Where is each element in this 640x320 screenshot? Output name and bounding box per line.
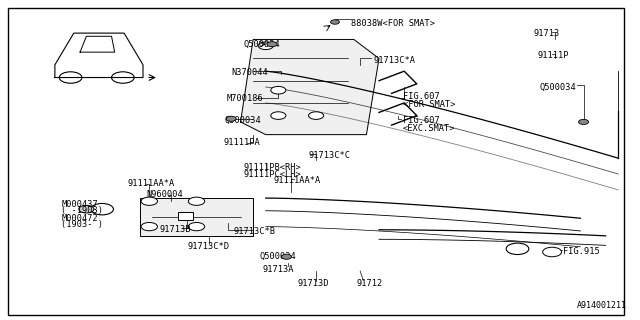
Text: A914001211: A914001211	[577, 301, 627, 310]
Text: 91713A: 91713A	[262, 265, 294, 274]
Circle shape	[506, 243, 529, 254]
Circle shape	[271, 86, 286, 94]
Circle shape	[579, 119, 589, 124]
Text: FIG.915: FIG.915	[563, 247, 600, 257]
Text: <FOR SMAT>: <FOR SMAT>	[403, 100, 456, 109]
Text: 91712: 91712	[357, 279, 383, 288]
Bar	[178, 212, 193, 220]
Text: 91111P: 91111P	[538, 51, 569, 60]
Text: <EXC.SMAT>: <EXC.SMAT>	[403, 124, 456, 133]
Text: M700186: M700186	[227, 94, 264, 103]
Text: 91713C*C: 91713C*C	[308, 151, 351, 160]
Text: 91713C*D: 91713C*D	[187, 242, 229, 251]
Circle shape	[282, 254, 292, 259]
Text: N960004: N960004	[146, 190, 183, 199]
Text: FIG.607: FIG.607	[403, 92, 440, 101]
Circle shape	[188, 222, 205, 231]
Circle shape	[188, 197, 205, 205]
Text: 91713: 91713	[533, 28, 559, 38]
Text: Q500034: Q500034	[259, 252, 296, 261]
Circle shape	[330, 20, 339, 24]
Text: 91713D: 91713D	[297, 279, 329, 288]
Text: Q500034: Q500034	[244, 40, 280, 49]
Circle shape	[308, 112, 324, 119]
Text: 91111PC<LH>: 91111PC<LH>	[244, 170, 301, 179]
Polygon shape	[241, 39, 379, 135]
Text: (1903- ): (1903- )	[61, 220, 103, 229]
Text: Q500034: Q500034	[225, 116, 262, 125]
Bar	[140, 198, 253, 236]
Text: 91111AA*A: 91111AA*A	[274, 176, 321, 185]
Text: 91111PA: 91111PA	[223, 138, 260, 147]
Circle shape	[141, 222, 157, 231]
Circle shape	[141, 197, 157, 205]
Text: 88038W<FOR SMAT>: 88038W<FOR SMAT>	[351, 19, 435, 28]
Text: ( -1903): ( -1903)	[61, 206, 103, 215]
Text: N370044: N370044	[231, 68, 268, 77]
Circle shape	[543, 247, 561, 257]
Text: M000472: M000472	[61, 214, 98, 223]
Circle shape	[79, 205, 94, 213]
Text: Q500034: Q500034	[540, 83, 576, 92]
Circle shape	[258, 42, 273, 50]
Circle shape	[91, 204, 113, 215]
Text: 91111AA*A: 91111AA*A	[127, 179, 175, 188]
Text: 91713C*A: 91713C*A	[374, 56, 416, 65]
Circle shape	[267, 42, 277, 47]
Text: 91713C*B: 91713C*B	[233, 227, 275, 236]
Text: FIG.607: FIG.607	[403, 116, 440, 125]
Circle shape	[271, 112, 286, 119]
Circle shape	[226, 116, 236, 121]
Text: 91111PB<RH>: 91111PB<RH>	[244, 164, 301, 172]
Text: M000437: M000437	[61, 200, 98, 209]
Text: 91713B: 91713B	[160, 225, 191, 234]
